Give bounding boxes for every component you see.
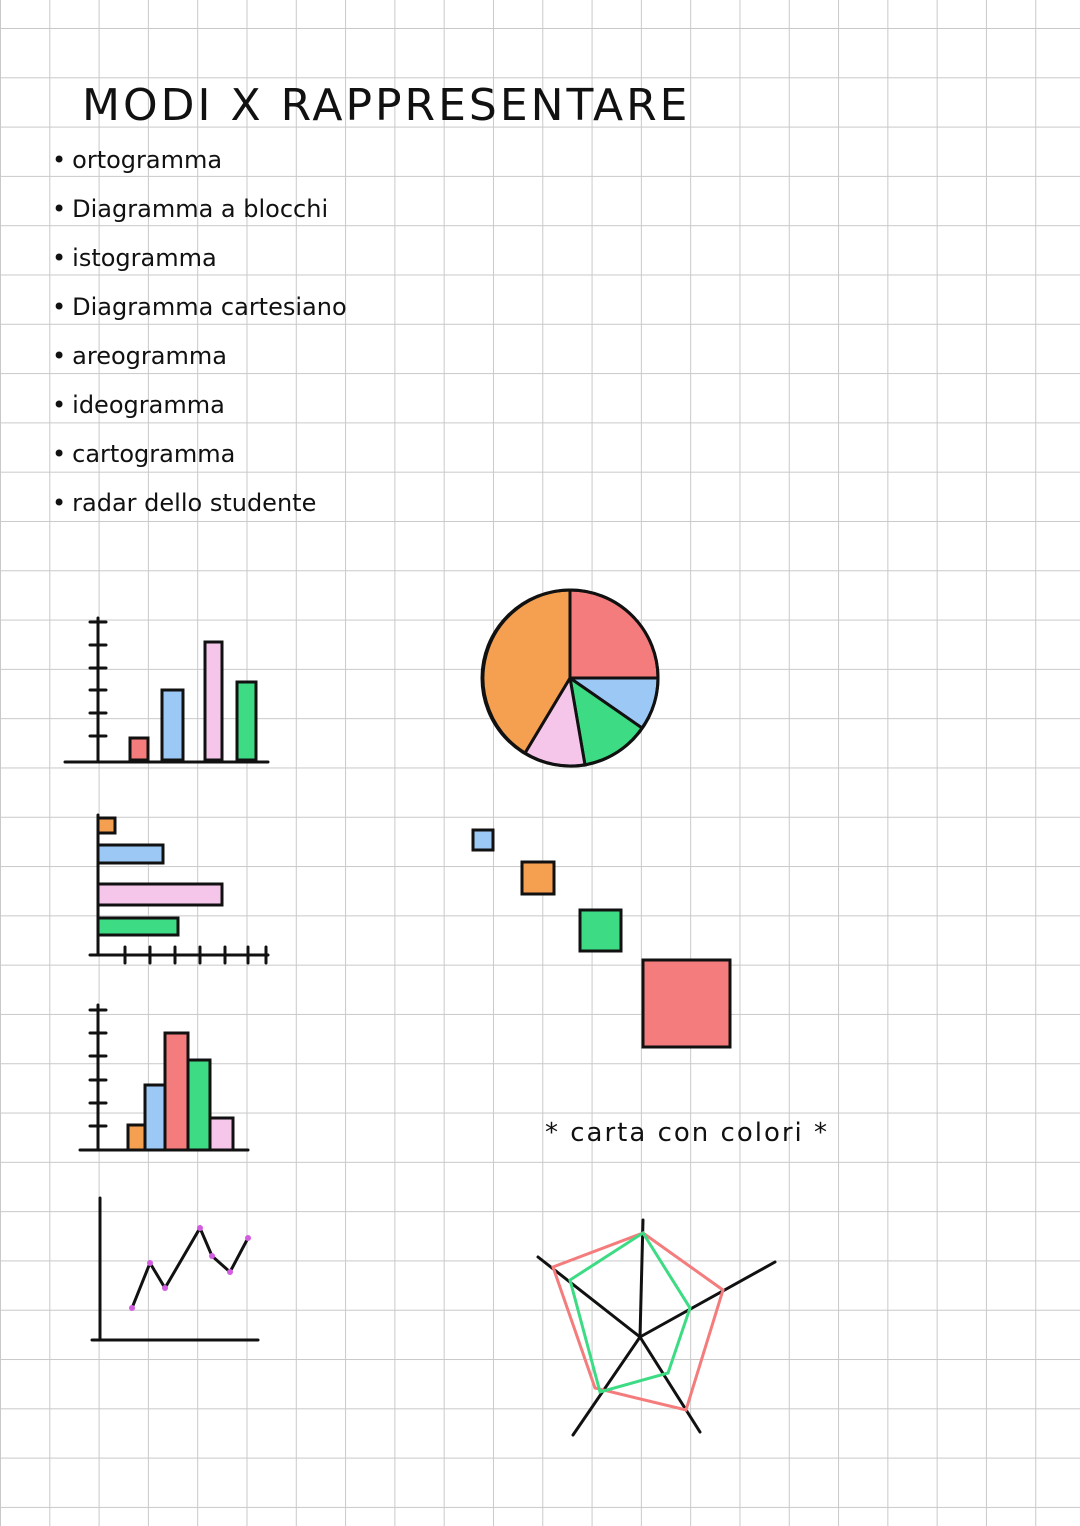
list: ortogramma Diagramma a blocchi istogramm… [52,146,347,538]
histogram-sketch [78,1003,250,1152]
list-item: ortogramma [52,146,347,195]
list-item: istogramma [52,244,347,293]
square-sketch [471,828,732,1049]
list-item: radar dello studente [52,489,347,538]
list-item: Diagramma cartesiano [52,293,346,342]
pie-sketch [480,588,660,768]
list-item: ideogramma [52,391,347,440]
note: * carta con colori * [545,1118,830,1148]
list-item: cartogramma [52,440,347,489]
list-item: Diagramma a blocchi [52,195,347,244]
hbar-sketch [88,813,270,965]
line-sketch [90,1196,260,1342]
bar-sketch [63,616,270,764]
radar-sketch [536,1218,777,1437]
title: MODI X RAPPRESENTARE [82,80,691,131]
list-item: areogramma [52,342,347,391]
